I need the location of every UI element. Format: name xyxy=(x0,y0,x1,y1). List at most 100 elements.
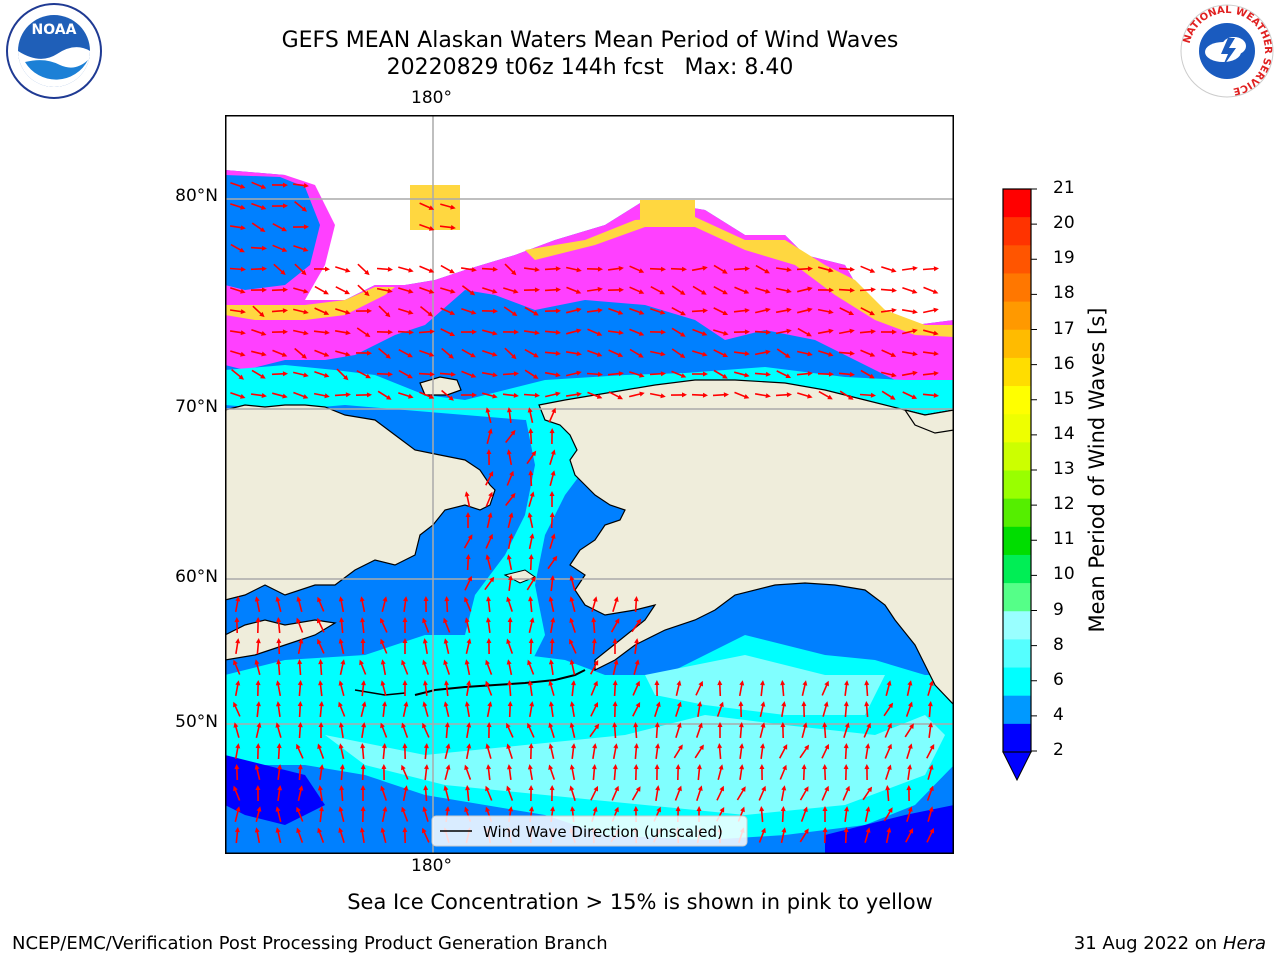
colorbar-cell xyxy=(1003,723,1031,753)
sea-ice-note: Sea Ice Concentration > 15% is shown in … xyxy=(347,890,933,914)
wind-wave-arrowhead xyxy=(381,743,387,749)
wind-wave-arrowhead xyxy=(345,267,351,273)
wind-wave-arrowhead xyxy=(466,638,472,644)
wind-wave-arrowhead xyxy=(823,701,829,707)
wind-wave-arrowhead xyxy=(639,391,645,397)
wind-wave-arrowhead xyxy=(387,371,393,377)
colorbar-tick-label: 8 xyxy=(1053,634,1064,655)
wind-wave-arrowhead xyxy=(386,395,392,400)
chart-title: GEFS MEAN Alaskan Waters Mean Period of … xyxy=(281,28,899,53)
wind-wave-arrowhead xyxy=(617,352,624,357)
wind-wave-arrowhead xyxy=(569,722,575,728)
wind-wave-arrowhead xyxy=(569,785,575,791)
wind-wave-arrowhead xyxy=(597,266,603,272)
wind-wave-arrowhead xyxy=(256,806,262,812)
wind-wave-arrowhead xyxy=(511,353,517,360)
wind-wave-arrowhead xyxy=(508,806,514,812)
wind-wave-arrowhead xyxy=(571,743,576,749)
wind-wave-arrowhead xyxy=(551,407,556,414)
wind-wave-arrowhead xyxy=(254,596,260,602)
wind-wave-arrowhead xyxy=(701,289,707,295)
wind-wave-arrowhead xyxy=(401,722,406,729)
wind-wave-arrowhead xyxy=(407,352,413,358)
wind-wave-arrowhead xyxy=(555,287,561,293)
wind-wave-arrowhead xyxy=(781,827,787,833)
wind-wave-arrowhead xyxy=(676,680,682,686)
wind-wave-arrowhead xyxy=(464,659,470,665)
wind-wave-arrowhead xyxy=(466,680,472,686)
wind-wave-arrowhead xyxy=(781,785,787,791)
wind-wave-arrowhead xyxy=(275,680,281,686)
wind-wave-arrowhead xyxy=(233,785,238,792)
wind-wave-arrowhead xyxy=(234,827,240,833)
wind-wave-arrowhead xyxy=(464,806,469,813)
wind-wave-arrowhead xyxy=(804,828,809,834)
wind-wave-arrowhead xyxy=(324,372,330,378)
wind-wave-arrowhead xyxy=(486,638,492,644)
wind-wave-arrowhead xyxy=(423,743,429,749)
wind-wave-arrowhead xyxy=(655,701,661,707)
graticule xyxy=(225,115,954,854)
wind-wave-arrowhead xyxy=(697,701,703,707)
wind-wave-arrowhead xyxy=(824,680,829,687)
wind-wave-arrowhead xyxy=(324,393,330,399)
wind-wave-arrowhead xyxy=(277,785,283,791)
wind-wave-arrowhead xyxy=(303,224,309,230)
wind-wave-arrowhead xyxy=(552,555,558,562)
wind-wave-arrowhead xyxy=(828,267,834,273)
wind-wave-arrowhead xyxy=(449,310,456,315)
wind-wave-arrowhead xyxy=(660,309,666,315)
wind-wave-arrowhead xyxy=(296,617,301,624)
wind-wave-arrowhead xyxy=(401,764,406,771)
wind-wave-arrowhead xyxy=(828,328,834,334)
wind-wave-arrowhead xyxy=(485,659,490,666)
wind-wave-arrowhead xyxy=(443,638,449,644)
wind-wave-arrowhead xyxy=(470,373,477,378)
wind-wave-arrowhead xyxy=(548,743,554,749)
wind-wave-arrowhead xyxy=(933,371,939,376)
wind-wave-arrowhead xyxy=(891,267,897,273)
wind-wave-arrowhead xyxy=(828,371,834,377)
wind-wave-arrowhead xyxy=(486,722,492,728)
wind-wave-arrowhead xyxy=(848,310,855,315)
wind-wave-arrowhead xyxy=(531,450,537,457)
wind-wave-arrowhead xyxy=(448,353,454,359)
wind-wave-arrowhead xyxy=(722,268,728,274)
colorbar-tick-label: 20 xyxy=(1053,213,1075,234)
wind-wave-arrowhead xyxy=(912,309,918,315)
wind-wave-arrowhead xyxy=(870,392,876,398)
wind-wave-arrowhead xyxy=(359,596,365,602)
colorbar-tick-label: 16 xyxy=(1053,353,1075,374)
wind-wave-arrowhead xyxy=(380,827,386,833)
wind-wave-arrowhead xyxy=(576,351,582,357)
wind-wave-arrowhead xyxy=(408,267,414,273)
wind-wave-arrowhead xyxy=(592,743,598,749)
wind-wave-arrowhead xyxy=(275,596,281,602)
wind-wave-arrowhead xyxy=(527,722,532,729)
wind-wave-arrowhead xyxy=(485,554,491,560)
colorbar-cell xyxy=(1003,217,1031,246)
wind-wave-arrowhead xyxy=(511,270,517,276)
wind-wave-arrowhead xyxy=(360,743,366,749)
wind-wave-arrowhead xyxy=(679,353,686,359)
wind-wave-arrowhead xyxy=(548,680,554,686)
wind-wave-arrowhead xyxy=(660,393,666,399)
wind-wave-arrowhead xyxy=(844,806,849,812)
wind-wave-arrowhead xyxy=(234,617,240,623)
wind-wave-arrowhead xyxy=(465,554,471,560)
wind-wave-arrowhead xyxy=(317,638,322,645)
wind-wave-arrowhead xyxy=(717,743,723,749)
wind-wave-arrowhead xyxy=(318,701,324,707)
wind-wave-arrowhead xyxy=(527,512,533,518)
wind-wave-arrowhead xyxy=(345,351,351,357)
wind-wave-arrowhead xyxy=(849,371,855,377)
wind-wave-arrowhead xyxy=(912,370,918,376)
wind-wave-arrowhead xyxy=(654,764,660,769)
wind-wave-arrowhead xyxy=(364,269,370,276)
wind-wave-arrowhead xyxy=(317,827,322,834)
wind-wave-arrowhead xyxy=(576,328,582,334)
wind-wave-arrowhead xyxy=(569,659,575,665)
wind-wave-arrowhead xyxy=(339,617,345,623)
wind-wave-arrowhead xyxy=(636,618,642,625)
wind-wave-arrowhead xyxy=(613,596,619,602)
